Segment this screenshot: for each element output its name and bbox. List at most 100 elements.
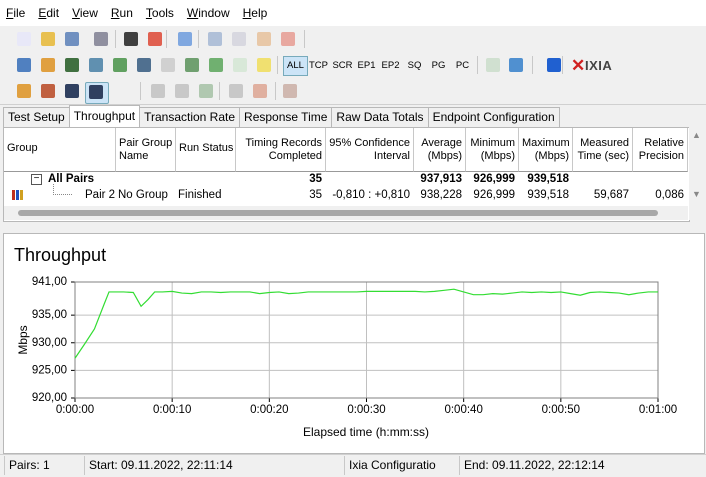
filter-button[interactable]: ALL <box>283 56 308 76</box>
toolbar-button[interactable] <box>229 84 243 98</box>
column-header[interactable]: Measured Time (sec) <box>573 128 633 172</box>
tab[interactable]: Transaction Rate <box>139 107 241 127</box>
tab[interactable]: Endpoint Configuration <box>427 107 560 127</box>
x-tick-label: 0:00:30 <box>347 404 385 416</box>
toolbar-button[interactable] <box>17 58 31 72</box>
toolbar-button[interactable] <box>175 84 189 98</box>
toolbar-button[interactable] <box>161 58 175 72</box>
toolbar-button[interactable] <box>113 58 127 72</box>
tab[interactable]: Response Time <box>239 107 333 127</box>
column-header[interactable]: Relative Precision <box>633 128 688 172</box>
toolbar-button[interactable] <box>89 85 103 99</box>
column-header[interactable]: Group <box>4 128 116 172</box>
menu-item[interactable]: File <box>6 6 26 20</box>
filter-button[interactable]: TCP <box>309 60 328 71</box>
logo: IXIA <box>585 58 613 73</box>
y-tick-label: 941,00 <box>32 276 67 288</box>
toolbar-button[interactable] <box>89 58 103 72</box>
column-header-text: Average <box>421 137 462 149</box>
x-tick-label: 0:00:20 <box>250 404 288 416</box>
filter-button[interactable]: SCR <box>332 60 353 71</box>
filter-button[interactable]: SQ <box>407 60 422 71</box>
toolbar-button[interactable] <box>41 32 55 46</box>
toolbar-button[interactable] <box>283 84 297 98</box>
toolbar-button[interactable] <box>65 84 79 98</box>
toolbar-button[interactable] <box>178 32 192 46</box>
toolbar-button[interactable] <box>148 32 162 46</box>
menu-item[interactable]: View <box>72 6 98 20</box>
tab[interactable]: Throughput <box>68 105 141 127</box>
logo-mark: ✕ <box>571 56 586 75</box>
toolbar-button[interactable] <box>486 58 500 72</box>
toolbar-separator <box>277 56 278 74</box>
toolbar-button[interactable] <box>281 32 295 46</box>
column-header[interactable]: Average (Mbps) <box>414 128 466 172</box>
table-cell: Pair 2 <box>85 189 116 201</box>
column-header[interactable]: Minimum (Mbps) <box>466 128 519 172</box>
toolbar-separator <box>477 56 478 74</box>
toolbar-button[interactable] <box>233 58 247 72</box>
toolbar-button[interactable] <box>65 58 79 72</box>
horizontal-scrollbar[interactable] <box>4 206 688 220</box>
status-field: Ixia Configuratio <box>344 456 458 475</box>
table-cell: 926,999 <box>473 189 515 201</box>
filter-button[interactable]: EP2 <box>381 60 400 71</box>
toolbar-button[interactable] <box>257 32 271 46</box>
toolbar-button[interactable] <box>547 58 561 72</box>
toolbar-button[interactable] <box>257 58 271 72</box>
scroll-up[interactable]: ▲ <box>692 130 701 140</box>
vertical-scrollbar[interactable]: ▲ ▼ <box>689 127 703 220</box>
x-tick-label: 0:00:10 <box>153 404 191 416</box>
column-header-text: Name <box>119 150 149 162</box>
collapse-toggle[interactable]: − <box>31 174 42 185</box>
tab[interactable]: Test Setup <box>3 107 70 127</box>
toolbar-button[interactable] <box>151 84 165 98</box>
scroll-thumb[interactable] <box>18 210 658 216</box>
toolbar-button[interactable] <box>232 32 246 46</box>
column-header-text: 95% Confidence <box>329 137 410 149</box>
column-header[interactable]: Pair Group Name <box>116 128 176 172</box>
toolbar-button[interactable] <box>137 58 151 72</box>
column-header-text: Pair Group <box>119 137 173 149</box>
menu-item[interactable]: Edit <box>38 6 60 20</box>
toolbar-button[interactable] <box>17 32 31 46</box>
toolbar-button[interactable] <box>94 32 108 46</box>
toolbar-separator <box>166 30 167 48</box>
toolbar-button[interactable] <box>208 32 222 46</box>
toolbar-button[interactable] <box>17 84 31 98</box>
toolbar-button[interactable] <box>209 58 223 72</box>
toolbar-button[interactable] <box>509 58 523 72</box>
toolbar-button[interactable] <box>185 58 199 72</box>
x-tick-label: 0:01:00 <box>639 404 677 416</box>
menu-item[interactable]: Help <box>242 6 268 20</box>
filter-button[interactable]: EP1 <box>357 60 376 71</box>
scroll-down[interactable]: ▼ <box>692 189 701 199</box>
filter-button[interactable]: PC <box>455 60 470 71</box>
filter-button[interactable]: PG <box>431 60 446 71</box>
status-field: Start: 09.11.2022, 22:11:14 <box>84 456 343 475</box>
toolbar-button[interactable] <box>41 58 55 72</box>
toolbar-button[interactable] <box>199 84 213 98</box>
x-tick-label: 0:00:00 <box>56 404 94 416</box>
toolbar-button[interactable] <box>41 84 55 98</box>
toolbar-button[interactable] <box>65 32 79 46</box>
column-header[interactable]: Maximum (Mbps) <box>519 128 573 172</box>
table-cell: Finished <box>178 189 222 201</box>
column-header-text: Time (sec) <box>577 150 629 162</box>
menu-item[interactable]: Tools <box>145 6 174 20</box>
toolbar-border <box>0 104 706 105</box>
column-header-text: Minimum <box>470 137 515 149</box>
column-header[interactable]: Timing Records Completed <box>236 128 326 172</box>
toolbar-button[interactable] <box>253 84 267 98</box>
menu-item[interactable]: Window <box>186 6 230 20</box>
column-header-text: (Mbps) <box>480 150 515 162</box>
column-header[interactable]: 95% Confidence Interval <box>326 128 414 172</box>
x-tick-label: 0:00:40 <box>444 404 482 416</box>
menu-item[interactable]: Run <box>110 6 133 20</box>
column-header[interactable]: Run Status <box>176 128 236 172</box>
toolbar-button[interactable] <box>124 32 138 46</box>
toolbar-separator <box>532 56 533 74</box>
tab[interactable]: Raw Data Totals <box>331 107 429 127</box>
x-tick-label: 0:00:50 <box>542 404 580 416</box>
